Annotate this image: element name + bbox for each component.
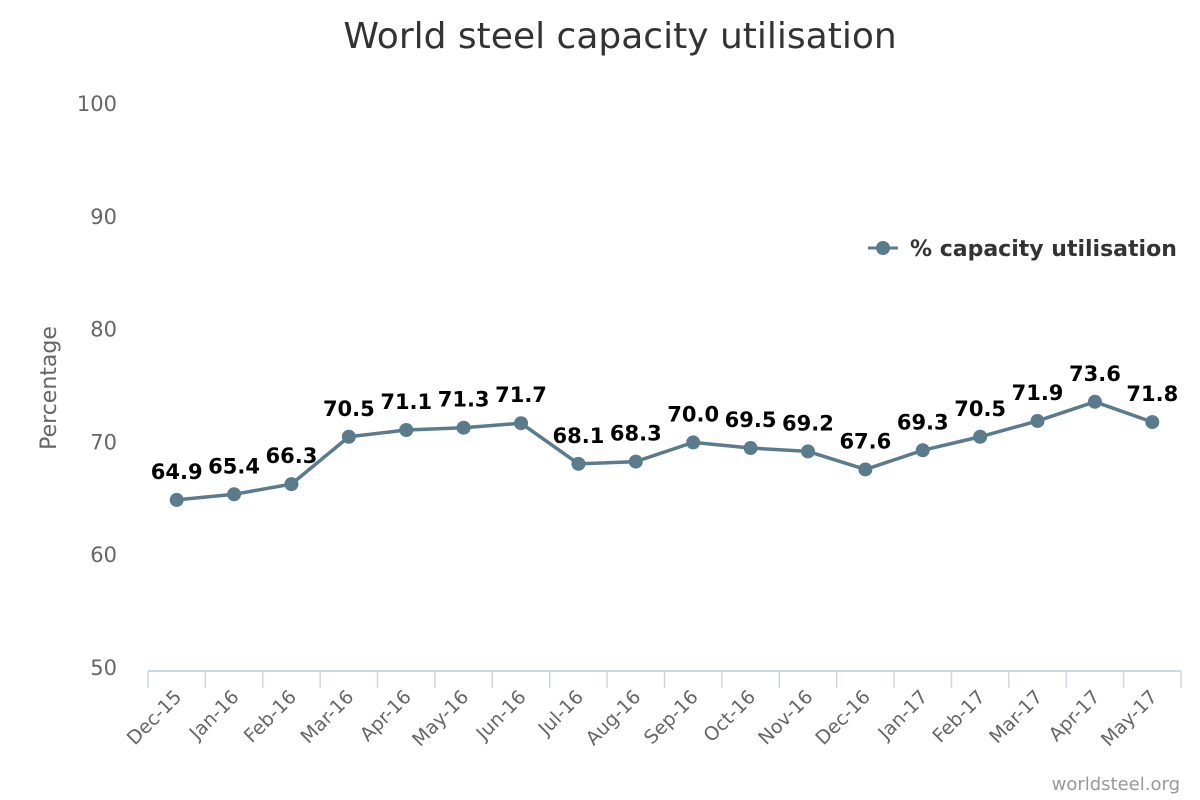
- x-tick-label: Jun-16: [471, 686, 530, 745]
- data-point[interactable]: [743, 441, 758, 456]
- y-tick-label: 60: [90, 543, 117, 567]
- data-label: 71.8: [1126, 382, 1178, 406]
- data-label: 70.5: [323, 397, 375, 421]
- y-axis-label: Percentage: [37, 326, 62, 450]
- x-tick-label: Dec-16: [811, 686, 875, 750]
- series-layer: 64.9 65.4 66.370.5 71.1 71.3 71.768.1 68.370.0…: [151, 362, 1178, 507]
- data-point[interactable]: [399, 422, 414, 437]
- data-label: 73.6: [1069, 362, 1121, 386]
- y-tick-label: 90: [90, 205, 117, 229]
- y-tick-label: 70: [90, 430, 117, 454]
- x-axis-ticks: Dec-15 Jan-16Feb-16Mar-16Apr-16May-16Jun-…: [123, 671, 1182, 751]
- data-point[interactable]: [1030, 413, 1045, 428]
- data-label: 70.5: [954, 397, 1006, 421]
- x-tick-label: Jan-16: [185, 686, 244, 745]
- data-label: 68.1: [553, 424, 605, 448]
- data-point[interactable]: [973, 429, 988, 444]
- data-label: 68.3: [610, 422, 662, 446]
- data-label: 69.5: [725, 408, 777, 432]
- data-point[interactable]: [341, 429, 356, 444]
- data-point[interactable]: [227, 487, 242, 502]
- x-tick-label: Mar-17: [985, 686, 1047, 748]
- data-point[interactable]: [514, 416, 529, 431]
- data-point[interactable]: [456, 420, 471, 435]
- data-point[interactable]: [858, 462, 873, 477]
- legend-marker-icon: [876, 241, 890, 255]
- x-tick-label: Oct-16: [699, 686, 760, 747]
- data-label: 66.3: [266, 444, 318, 468]
- x-tick-label: Aug-16: [582, 686, 646, 750]
- x-tick-label: Sep-16: [640, 686, 703, 749]
- data-label: 65.4: [208, 454, 260, 478]
- data-point[interactable]: [284, 477, 299, 492]
- data-point[interactable]: [628, 454, 643, 469]
- x-tick-label: Apr-16: [356, 686, 416, 746]
- data-label: 67.6: [839, 429, 891, 453]
- x-tick-label: Dec-15: [123, 686, 187, 750]
- x-tick-label: Nov-16: [754, 686, 817, 749]
- series-line: [176, 400, 1153, 502]
- data-point[interactable]: [571, 456, 586, 471]
- data-label: 71.1: [380, 390, 432, 414]
- x-tick-label: Jan-17: [873, 686, 932, 745]
- legend-item-label: % capacity utilisation: [910, 237, 1177, 262]
- data-label: 70.0: [667, 402, 719, 426]
- data-point[interactable]: [686, 435, 701, 450]
- data-label: 69.3: [897, 410, 949, 434]
- data-label: 69.2: [782, 411, 834, 435]
- x-tick-label: May-16: [408, 686, 473, 751]
- y-axis-ticks: 50 60 70 80 90 100: [77, 92, 117, 680]
- data-label: 71.3: [438, 388, 490, 412]
- credit-text[interactable]: worldsteel.org: [1052, 774, 1180, 795]
- x-tick-label: Mar-16: [296, 686, 358, 748]
- x-tick-label: Jul-16: [534, 686, 588, 740]
- data-point[interactable]: [1145, 415, 1160, 430]
- x-tick-label: Apr-17: [1045, 686, 1105, 746]
- data-label: 71.9: [1012, 381, 1064, 405]
- x-tick-label: Feb-16: [240, 686, 301, 747]
- legend[interactable]: % capacity utilisation: [868, 237, 1177, 262]
- y-tick-label: 50: [90, 656, 117, 680]
- data-point[interactable]: [169, 492, 184, 507]
- data-point[interactable]: [1087, 394, 1102, 409]
- data-point[interactable]: [915, 443, 930, 458]
- x-tick-label: Feb-17: [928, 686, 989, 747]
- data-label: 64.9: [151, 460, 203, 484]
- data-label: 71.7: [495, 383, 547, 407]
- y-tick-label: 80: [90, 318, 117, 342]
- chart-title: World steel capacity utilisation: [343, 16, 896, 57]
- data-point[interactable]: [800, 444, 815, 459]
- y-tick-label: 100: [77, 92, 117, 116]
- x-tick-label: May-17: [1097, 686, 1162, 751]
